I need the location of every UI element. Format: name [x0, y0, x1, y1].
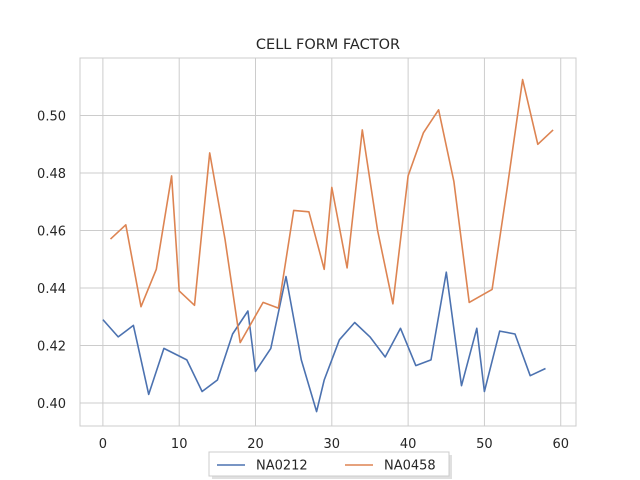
y-tick-label: 0.42 — [37, 340, 66, 355]
y-tick-label: 0.46 — [37, 225, 66, 240]
legend: NA0212 NA0458 — [208, 451, 452, 479]
x-axis: 0 10 20 30 40 50 60 — [99, 437, 569, 452]
series-line-na0212 — [102, 271, 546, 413]
legend-label-na0212: NA0212 — [256, 459, 308, 474]
x-tick-label: 30 — [324, 437, 341, 452]
x-tick-label: 20 — [247, 437, 264, 452]
y-tick-label: 0.48 — [37, 167, 66, 182]
x-tick-label: 10 — [171, 437, 188, 452]
y-tick-label: 0.50 — [37, 110, 66, 125]
legend-box — [208, 451, 450, 477]
y-tick-label: 0.44 — [37, 282, 66, 297]
plot-frame — [79, 57, 577, 427]
y-tick-label: 0.40 — [37, 397, 66, 412]
x-tick-label: 40 — [400, 437, 417, 452]
series-lines — [102, 78, 554, 413]
x-tick-label: 60 — [552, 437, 569, 452]
x-tick-label: 0 — [99, 437, 107, 452]
series-line-na0458 — [109, 78, 554, 344]
chart-title: CELL FORM FACTOR — [256, 37, 400, 53]
legend-label-na0458: NA0458 — [384, 459, 436, 474]
y-axis: 0.40 0.42 0.44 0.46 0.48 0.50 — [37, 110, 66, 413]
x-tick-label: 50 — [476, 437, 493, 452]
